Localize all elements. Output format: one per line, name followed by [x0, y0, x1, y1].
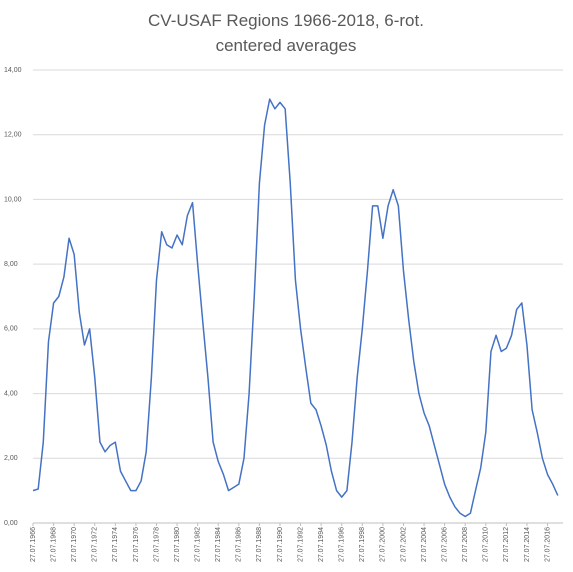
- x-tick-label: 27.07.1966: [30, 527, 37, 562]
- x-tick-label: 27.07.2016: [544, 527, 551, 562]
- x-tick-label: 27.07.1972: [92, 527, 99, 562]
- y-tick-label: 0,00: [4, 520, 18, 527]
- y-tick-label: 6,00: [4, 326, 18, 333]
- x-tick-label: 27.07.2002: [400, 527, 407, 562]
- x-tick-label: 27.07.2008: [462, 527, 469, 562]
- x-tick-label: 27.07.2004: [421, 527, 428, 562]
- x-tick-label: 27.07.1996: [339, 527, 346, 562]
- x-tick-label: 27.07.1988: [256, 527, 263, 562]
- data-line: [32, 98, 559, 518]
- x-tick-label: 27.07.1986: [236, 527, 243, 562]
- y-tick-label: 12,00: [4, 132, 22, 139]
- x-tick-label: 27.07.1992: [297, 527, 304, 562]
- x-tick-label: 27.07.2012: [503, 527, 510, 562]
- y-tick-label: 10,00: [4, 196, 22, 203]
- x-tick-label: 27.07.1982: [194, 527, 201, 562]
- x-tick-label: 27.07.1990: [277, 527, 284, 562]
- y-tick-label: 14,00: [4, 67, 22, 74]
- x-tick-label: 27.07.1984: [215, 527, 222, 562]
- x-tick-label: 27.07.2014: [524, 527, 531, 562]
- y-tick-label: 8,00: [4, 261, 18, 268]
- x-tick-label: 27.07.2010: [483, 527, 490, 562]
- y-tick-label: 2,00: [4, 455, 18, 462]
- x-tick-label: 27.07.1968: [50, 527, 57, 562]
- x-tick-label: 27.07.1978: [153, 527, 160, 562]
- x-tick-label: 27.07.1976: [133, 527, 140, 562]
- chart-title: CV-USAF Regions 1966-2018, 6-rot. center…: [148, 11, 424, 55]
- x-tick-label: 27.07.1994: [318, 527, 325, 562]
- x-tick-label: 27.07.1980: [174, 527, 181, 562]
- x-tick-label: 27.07.1998: [359, 527, 366, 562]
- x-tick-label: 27.07.1974: [112, 527, 119, 562]
- x-tick-label: 27.07.1970: [71, 527, 78, 562]
- x-tick-label: 27.07.2006: [441, 527, 448, 562]
- y-tick-label: 4,00: [4, 390, 18, 397]
- x-tick-label: 27.07.2000: [380, 527, 387, 562]
